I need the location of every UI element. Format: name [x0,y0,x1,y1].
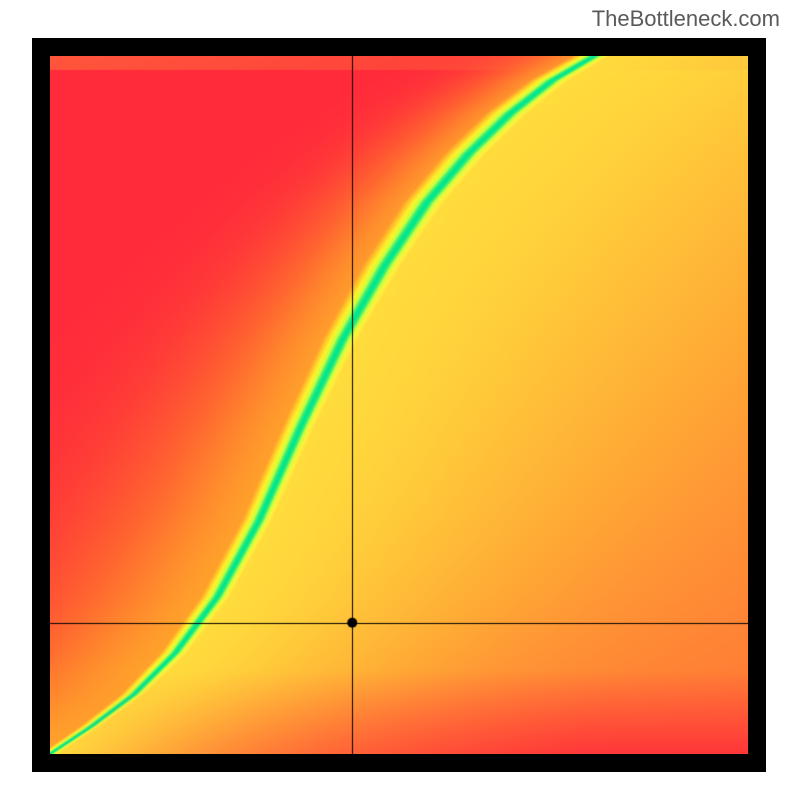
plot-frame [32,38,766,772]
attribution-text: TheBottleneck.com [592,6,780,32]
heatmap-canvas [50,56,748,754]
heatmap-container [50,56,748,754]
figure-root: TheBottleneck.com [0,0,800,800]
